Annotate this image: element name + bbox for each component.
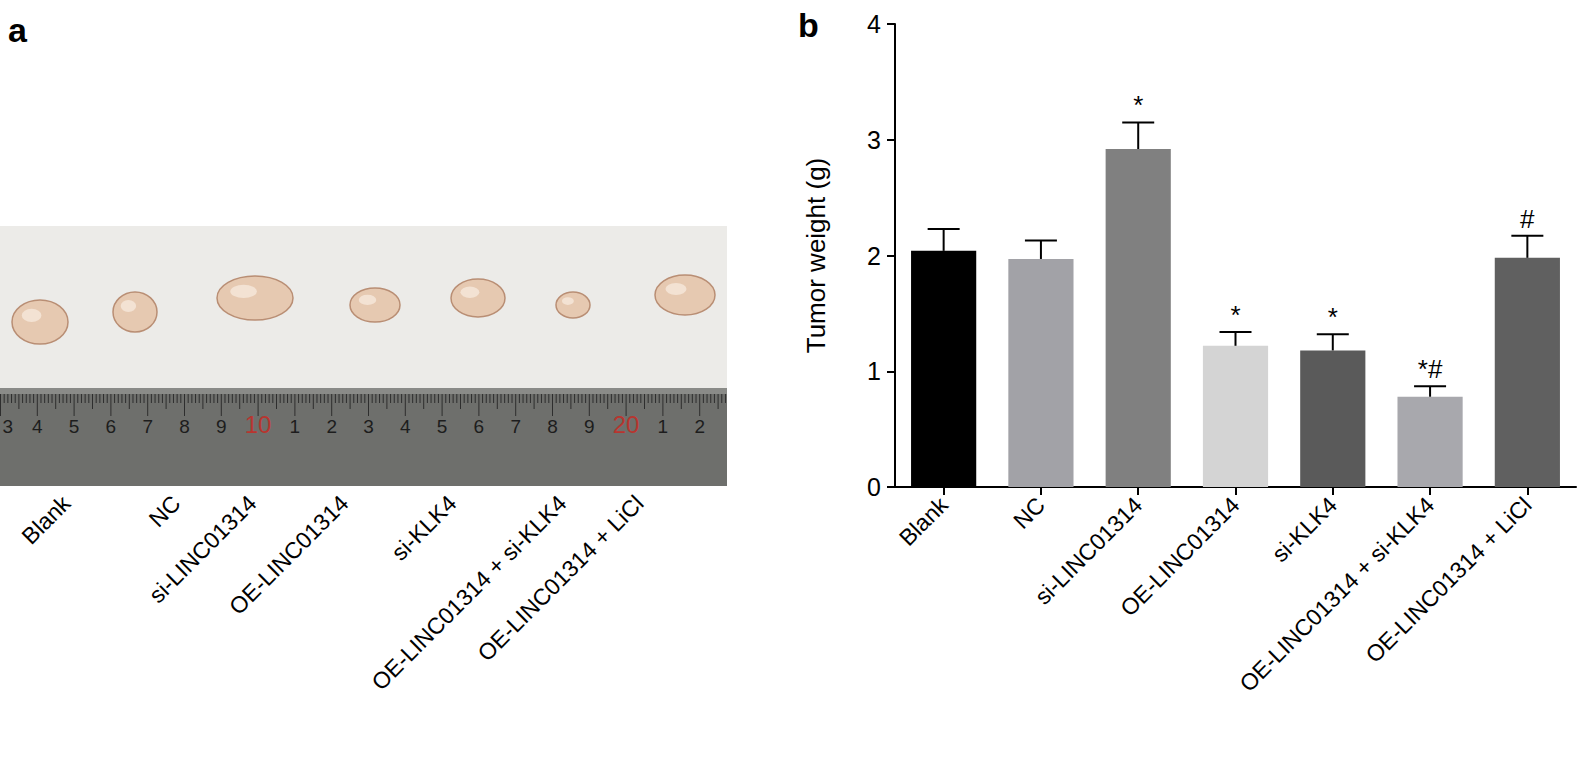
- svg-text:6: 6: [106, 416, 117, 437]
- svg-text:OE-LINC01314 + si-KLK4: OE-LINC01314 + si-KLK4: [1234, 492, 1439, 697]
- svg-text:*: *: [1328, 302, 1338, 332]
- svg-text:*#: *#: [1418, 354, 1443, 384]
- svg-text:2: 2: [694, 416, 705, 437]
- svg-text:9: 9: [584, 416, 595, 437]
- svg-text:8: 8: [179, 416, 190, 437]
- svg-text:2: 2: [867, 242, 881, 270]
- svg-text:1: 1: [867, 357, 881, 385]
- svg-text:3: 3: [363, 416, 374, 437]
- svg-text:OE-LINC01314: OE-LINC01314: [224, 490, 354, 620]
- svg-text:si-KLK4: si-KLK4: [386, 490, 461, 565]
- svg-text:*: *: [1230, 300, 1240, 330]
- svg-text:OE-LINC01314: OE-LINC01314: [1115, 492, 1245, 622]
- svg-text:2: 2: [326, 416, 337, 437]
- svg-text:9: 9: [216, 416, 227, 437]
- svg-text:si-KLK4: si-KLK4: [1267, 492, 1342, 567]
- svg-text:NC: NC: [1008, 492, 1050, 534]
- svg-text:20: 20: [613, 411, 640, 438]
- svg-text:3: 3: [867, 126, 881, 154]
- svg-text:4: 4: [867, 10, 881, 38]
- svg-text:Tumor weight (g): Tumor weight (g): [801, 158, 831, 354]
- svg-text:a: a: [8, 11, 28, 49]
- svg-text:Blank: Blank: [16, 490, 75, 549]
- svg-text:3: 3: [3, 416, 14, 437]
- svg-text:OE-LINC01314 + si-KLK4: OE-LINC01314 + si-KLK4: [366, 490, 572, 696]
- svg-text:*: *: [1133, 90, 1143, 120]
- svg-text:6: 6: [474, 416, 485, 437]
- svg-text:#: #: [1520, 204, 1535, 234]
- svg-text:7: 7: [142, 416, 153, 437]
- svg-text:1: 1: [290, 416, 301, 437]
- svg-text:1: 1: [658, 416, 669, 437]
- svg-text:OE-LINC01314 + LiCl: OE-LINC01314 + LiCl: [472, 490, 648, 666]
- html-text:b: b: [798, 6, 819, 44]
- svg-text:Blank: Blank: [894, 491, 953, 550]
- svg-text:4: 4: [32, 416, 43, 437]
- svg-text:5: 5: [437, 416, 448, 437]
- svg-text:5: 5: [69, 416, 80, 437]
- svg-text:NC: NC: [144, 490, 186, 532]
- svg-text:7: 7: [510, 416, 521, 437]
- svg-text:10: 10: [245, 411, 272, 438]
- svg-text:4: 4: [400, 416, 411, 437]
- svg-text:si-LINC01314: si-LINC01314: [143, 490, 262, 608]
- svg-text:8: 8: [547, 416, 558, 437]
- svg-text:si-LINC01314: si-LINC01314: [1029, 491, 1148, 610]
- svg-text:0: 0: [867, 473, 881, 501]
- svg-text:OE-LINC01314 + LiCl: OE-LINC01314 + LiCl: [1361, 492, 1537, 668]
